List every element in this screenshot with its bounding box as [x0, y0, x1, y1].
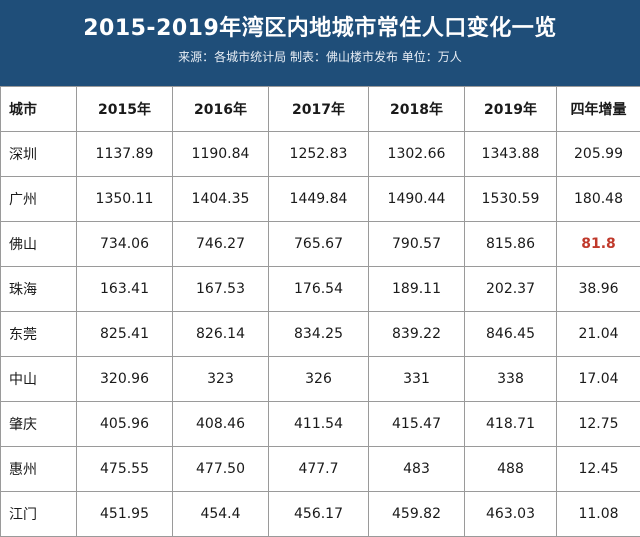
city-cell: 惠州	[1, 447, 77, 492]
value-2016-cell: 477.50	[173, 447, 269, 492]
value-2015-cell: 475.55	[77, 447, 173, 492]
column-header-2017: 2017年	[269, 87, 369, 132]
column-header-increase: 四年增量	[557, 87, 640, 132]
increase-cell: 205.99	[557, 132, 640, 177]
population-table: 城市 2015年 2016年 2017年 2018年 2019年 四年增量 深圳…	[0, 86, 640, 537]
city-cell: 江门	[1, 492, 77, 537]
value-2015-cell: 320.96	[77, 357, 173, 402]
column-header-2015: 2015年	[77, 87, 173, 132]
value-2017-cell: 834.25	[269, 312, 369, 357]
increase-cell: 180.48	[557, 177, 640, 222]
value-2018-cell: 189.11	[369, 267, 465, 312]
value-2016-cell: 454.4	[173, 492, 269, 537]
value-2017-cell: 176.54	[269, 267, 369, 312]
value-2018-cell: 1302.66	[369, 132, 465, 177]
increase-cell: 11.08	[557, 492, 640, 537]
value-2019-cell: 1530.59	[465, 177, 557, 222]
increase-cell: 12.75	[557, 402, 640, 447]
value-2016-cell: 1190.84	[173, 132, 269, 177]
value-2016-cell: 323	[173, 357, 269, 402]
value-2019-cell: 338	[465, 357, 557, 402]
value-2019-cell: 815.86	[465, 222, 557, 267]
page-title: 2015-2019年湾区内地城市常住人口变化一览	[0, 14, 640, 44]
value-2015-cell: 163.41	[77, 267, 173, 312]
column-header-2019: 2019年	[465, 87, 557, 132]
value-2017-cell: 411.54	[269, 402, 369, 447]
value-2019-cell: 463.03	[465, 492, 557, 537]
value-2019-cell: 846.45	[465, 312, 557, 357]
value-2015-cell: 734.06	[77, 222, 173, 267]
table-header-row: 城市 2015年 2016年 2017年 2018年 2019年 四年增量	[1, 87, 640, 132]
city-cell: 东莞	[1, 312, 77, 357]
value-2018-cell: 483	[369, 447, 465, 492]
value-2019-cell: 1343.88	[465, 132, 557, 177]
column-header-city: 城市	[1, 87, 77, 132]
increase-cell: 17.04	[557, 357, 640, 402]
column-header-2016: 2016年	[173, 87, 269, 132]
value-2018-cell: 839.22	[369, 312, 465, 357]
value-2018-cell: 459.82	[369, 492, 465, 537]
page-subtitle: 来源：各城市统计局 制表：佛山楼市发布 单位：万人	[0, 48, 640, 66]
increase-cell: 81.8	[557, 222, 640, 267]
city-cell: 佛山	[1, 222, 77, 267]
value-2018-cell: 331	[369, 357, 465, 402]
value-2016-cell: 746.27	[173, 222, 269, 267]
city-cell: 肇庆	[1, 402, 77, 447]
city-cell: 广州	[1, 177, 77, 222]
value-2016-cell: 826.14	[173, 312, 269, 357]
value-2018-cell: 1490.44	[369, 177, 465, 222]
value-2019-cell: 202.37	[465, 267, 557, 312]
value-2016-cell: 167.53	[173, 267, 269, 312]
value-2019-cell: 488	[465, 447, 557, 492]
value-2015-cell: 1137.89	[77, 132, 173, 177]
city-cell: 深圳	[1, 132, 77, 177]
value-2015-cell: 1350.11	[77, 177, 173, 222]
value-2017-cell: 326	[269, 357, 369, 402]
increase-cell: 38.96	[557, 267, 640, 312]
value-2017-cell: 456.17	[269, 492, 369, 537]
column-header-2018: 2018年	[369, 87, 465, 132]
value-2017-cell: 477.7	[269, 447, 369, 492]
value-2015-cell: 405.96	[77, 402, 173, 447]
city-cell: 中山	[1, 357, 77, 402]
value-2015-cell: 825.41	[77, 312, 173, 357]
value-2019-cell: 418.71	[465, 402, 557, 447]
value-2017-cell: 1449.84	[269, 177, 369, 222]
city-cell: 珠海	[1, 267, 77, 312]
value-2017-cell: 765.67	[269, 222, 369, 267]
increase-cell: 12.45	[557, 447, 640, 492]
value-2017-cell: 1252.83	[269, 132, 369, 177]
value-2016-cell: 1404.35	[173, 177, 269, 222]
increase-cell: 21.04	[557, 312, 640, 357]
value-2018-cell: 415.47	[369, 402, 465, 447]
title-banner: 2015-2019年湾区内地城市常住人口变化一览 来源：各城市统计局 制表：佛山…	[0, 0, 640, 86]
value-2015-cell: 451.95	[77, 492, 173, 537]
value-2018-cell: 790.57	[369, 222, 465, 267]
value-2016-cell: 408.46	[173, 402, 269, 447]
